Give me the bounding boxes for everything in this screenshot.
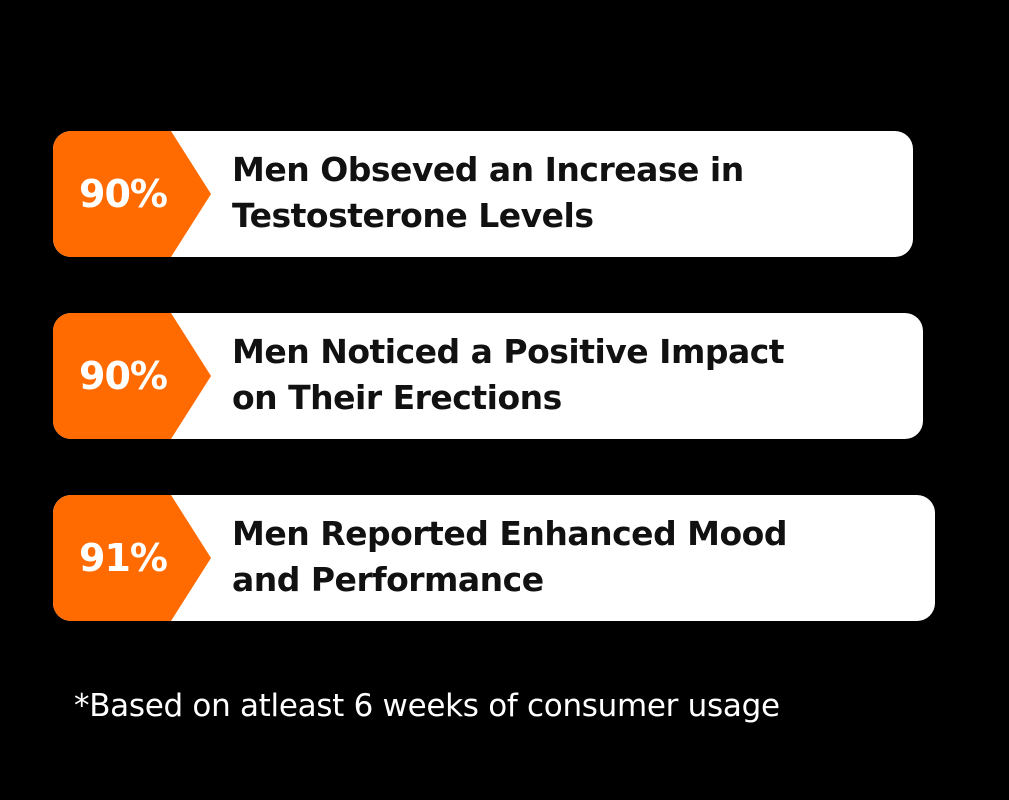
percent-value: 90%: [79, 354, 168, 398]
stat-description-line-1: Men Reported Enhanced Mood: [232, 514, 787, 553]
stat-description: Men Noticed a Positive Impact on Their E…: [232, 329, 903, 421]
stat-card-3: 91% Men Reported Enhanced Mood and Perfo…: [53, 495, 935, 621]
arrow-badge-shape: [53, 131, 211, 257]
stat-description-line-2: Testosterone Levels: [232, 196, 594, 235]
percent-value: 90%: [79, 172, 168, 216]
stat-description: Men Obseved an Increase in Testosterone …: [232, 147, 893, 239]
stat-description-line-2: and Performance: [232, 560, 544, 599]
percent-badge: 90%: [53, 131, 213, 257]
footnote: *Based on atleast 6 weeks of consumer us…: [74, 688, 780, 724]
percent-badge: 90%: [53, 313, 213, 439]
stat-card-2: 90% Men Noticed a Positive Impact on The…: [53, 313, 923, 439]
arrow-badge-shape: [53, 313, 211, 439]
stat-description-line-1: Men Noticed a Positive Impact: [232, 332, 785, 371]
percent-value: 91%: [79, 536, 168, 580]
stat-description-line-1: Men Obseved an Increase in: [232, 150, 744, 189]
stat-card-1: 90% Men Obseved an Increase in Testoster…: [53, 131, 913, 257]
arrow-badge-shape: [53, 495, 211, 621]
percent-badge: 91%: [53, 495, 213, 621]
stat-description-line-2: on Their Erections: [232, 378, 562, 417]
stat-description: Men Reported Enhanced Mood and Performan…: [232, 511, 915, 603]
